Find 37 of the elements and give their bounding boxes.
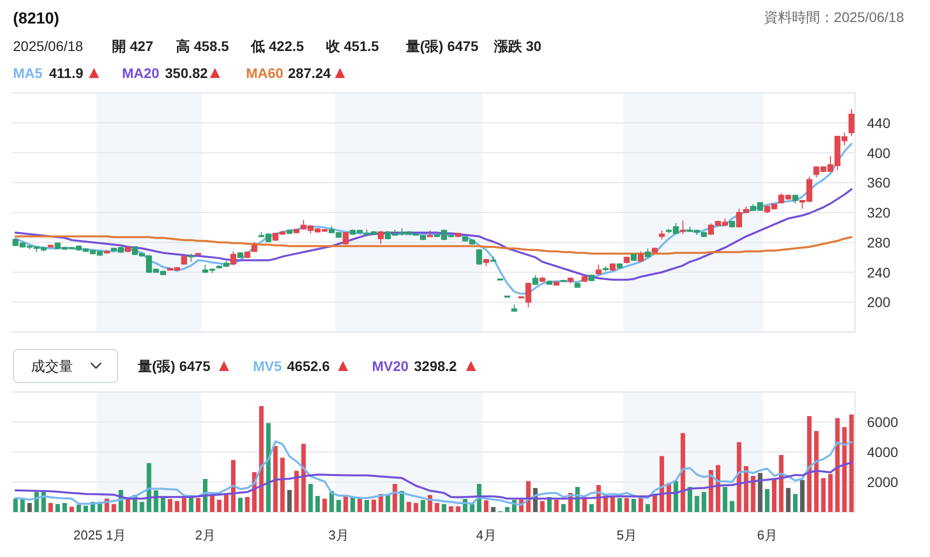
ytick: 4000 [867, 444, 898, 460]
xtick: 4月 [476, 528, 496, 542]
ytick: 320 [867, 204, 890, 220]
annotation: 高 458.5 [176, 38, 229, 54]
xtick: 6月 [757, 528, 778, 542]
annotation: 成交量 [31, 358, 73, 374]
annotation: 287.24 [288, 65, 331, 81]
annotation: 量(張) 6475 [406, 38, 478, 54]
annotation: 量(張) 6475 [138, 358, 210, 374]
ytick: 2000 [867, 474, 898, 490]
xtick: 2月 [195, 528, 216, 542]
annotation: 漲跌 30 [494, 38, 542, 54]
xtick: 3月 [328, 528, 349, 542]
xtick: 5月 [616, 528, 637, 542]
legend: MA20 [122, 65, 160, 81]
annotation: 350.82 [165, 65, 208, 81]
legend: MA5 [13, 65, 43, 81]
ytick: 200 [867, 294, 890, 310]
ytick: 280 [867, 234, 890, 250]
ytick: 440 [867, 114, 890, 131]
legend: MV20 [372, 358, 409, 374]
ytick: 6000 [867, 414, 898, 430]
annotation: 2025/06/18 [13, 38, 84, 54]
annotation: 3298.2 [414, 358, 457, 374]
legend: MA60 [246, 65, 284, 81]
annotation: 資料時間：2025/06/18 [764, 9, 904, 25]
xtick: 2025 1月 [73, 528, 126, 542]
ytick: 400 [867, 144, 890, 161]
annotation: 411.9 [49, 65, 84, 81]
legend: MV5 [253, 358, 282, 374]
annotation: 收 451.5 [326, 38, 379, 54]
annotation: 低 422.5 [251, 38, 304, 54]
title: (8210) [13, 10, 60, 28]
annotation: 開 427 [112, 38, 154, 54]
ytick: 240 [867, 264, 890, 280]
annotation: 4652.6 [287, 358, 330, 374]
ytick: 360 [867, 174, 890, 191]
